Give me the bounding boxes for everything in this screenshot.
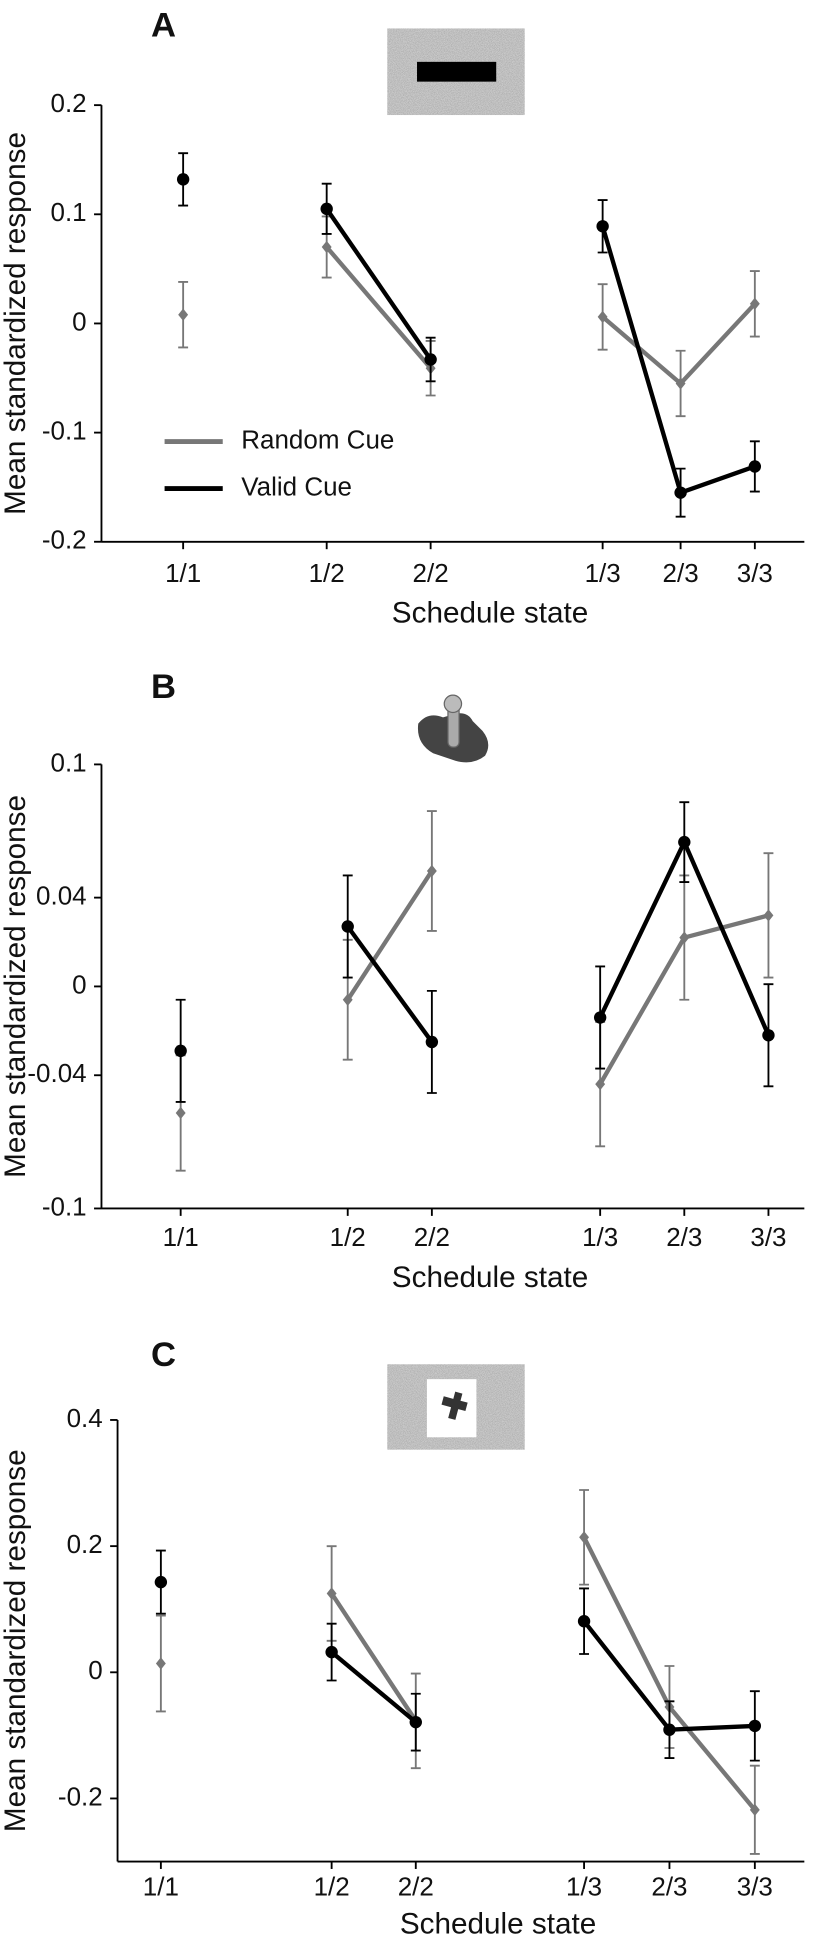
- x-tick-label: 1/3: [566, 1872, 602, 1902]
- data-point: [595, 1077, 606, 1091]
- data-point: [593, 1011, 607, 1024]
- x-tick-label: 3/3: [737, 1872, 773, 1902]
- y-tick-label: -0.2: [58, 1781, 103, 1811]
- y-tick-label: -0.1: [42, 1191, 87, 1221]
- panel-label: B: [151, 668, 176, 706]
- y-axis-label: Mean standardized response: [0, 132, 32, 515]
- data-point: [763, 909, 774, 922]
- stimulus-bar-icon: [387, 28, 525, 116]
- x-tick-label: 2/3: [663, 558, 699, 588]
- data-point: [326, 1587, 337, 1600]
- x-tick-label: 2/2: [413, 558, 449, 588]
- y-tick-label: 0.04: [36, 880, 87, 910]
- x-tick-label: 1/1: [143, 1872, 179, 1902]
- y-tick-label: 0.4: [67, 1403, 103, 1433]
- x-tick-label: 2/3: [666, 1222, 702, 1252]
- y-tick-label: 0: [72, 969, 86, 999]
- x-tick-label: 1/2: [314, 1872, 350, 1902]
- x-axis-label: Schedule state: [392, 1261, 588, 1294]
- data-point: [679, 931, 690, 944]
- legend-label: Random Cue: [241, 424, 394, 454]
- legend-label: Valid Cue: [241, 471, 352, 501]
- data-point: [675, 377, 686, 390]
- x-tick-label: 1/2: [309, 558, 345, 588]
- y-tick-label: -0.1: [42, 415, 87, 445]
- data-point: [749, 1803, 760, 1817]
- series-line: [600, 225, 756, 496]
- series-line: [601, 302, 757, 387]
- data-point: [748, 1719, 762, 1733]
- y-tick-label: 0.1: [51, 747, 87, 777]
- x-tick-label: 2/2: [398, 1872, 434, 1902]
- y-tick-label: 0: [88, 1655, 102, 1685]
- panel-label: C: [151, 1336, 176, 1374]
- data-point: [154, 1575, 168, 1589]
- data-point: [409, 1715, 422, 1729]
- y-tick-label: 0.1: [51, 197, 87, 227]
- data-point: [678, 835, 691, 849]
- x-tick-label: 1/3: [585, 558, 621, 588]
- x-tick-label: 2/2: [414, 1222, 450, 1252]
- series-line: [345, 869, 434, 1001]
- y-tick-label: 0: [72, 306, 86, 336]
- y-tick-label: -0.2: [42, 525, 87, 555]
- data-point: [762, 1029, 775, 1042]
- series-line: [329, 1592, 418, 1723]
- data-point: [425, 1035, 439, 1049]
- data-point: [749, 297, 760, 310]
- stimulus-cross-icon: [387, 1364, 525, 1450]
- data-point: [321, 240, 332, 254]
- data-point: [174, 1044, 187, 1058]
- data-point: [175, 1106, 186, 1120]
- x-axis-label: Schedule state: [392, 597, 588, 630]
- data-point: [663, 1723, 676, 1736]
- x-tick-label: 3/3: [737, 558, 773, 588]
- series-line: [325, 245, 433, 370]
- y-tick-label: 0.2: [51, 88, 87, 118]
- x-axis-label: Schedule state: [400, 1908, 596, 1937]
- hand-lever-icon: [417, 694, 489, 763]
- data-point: [577, 1615, 591, 1628]
- data-point: [325, 1645, 338, 1659]
- y-tick-label: -0.04: [27, 1058, 86, 1088]
- x-tick-label: 1/1: [163, 1222, 199, 1252]
- x-tick-label: 1/3: [582, 1222, 618, 1252]
- data-point: [176, 173, 190, 186]
- data-point: [674, 486, 687, 499]
- data-point: [341, 920, 354, 933]
- x-tick-label: 2/3: [651, 1872, 687, 1902]
- x-tick-label: 1/2: [330, 1222, 366, 1252]
- data-point: [596, 220, 609, 233]
- data-point: [748, 460, 762, 473]
- data-point: [320, 202, 333, 216]
- panel-label: A: [151, 6, 176, 44]
- x-tick-label: 1/1: [165, 558, 201, 588]
- y-tick-label: 0.2: [67, 1529, 103, 1559]
- series-line: [324, 207, 433, 361]
- y-axis-label: Mean standardized response: [0, 795, 32, 1178]
- data-point: [424, 353, 437, 366]
- series-line: [330, 1650, 418, 1724]
- data-point: [178, 308, 189, 321]
- y-axis-label: Mean standardized response: [0, 1449, 32, 1832]
- x-tick-label: 3/3: [750, 1222, 786, 1252]
- data-point: [426, 864, 437, 878]
- data-point: [342, 993, 353, 1006]
- series-line: [345, 925, 434, 1044]
- data-point: [155, 1657, 166, 1670]
